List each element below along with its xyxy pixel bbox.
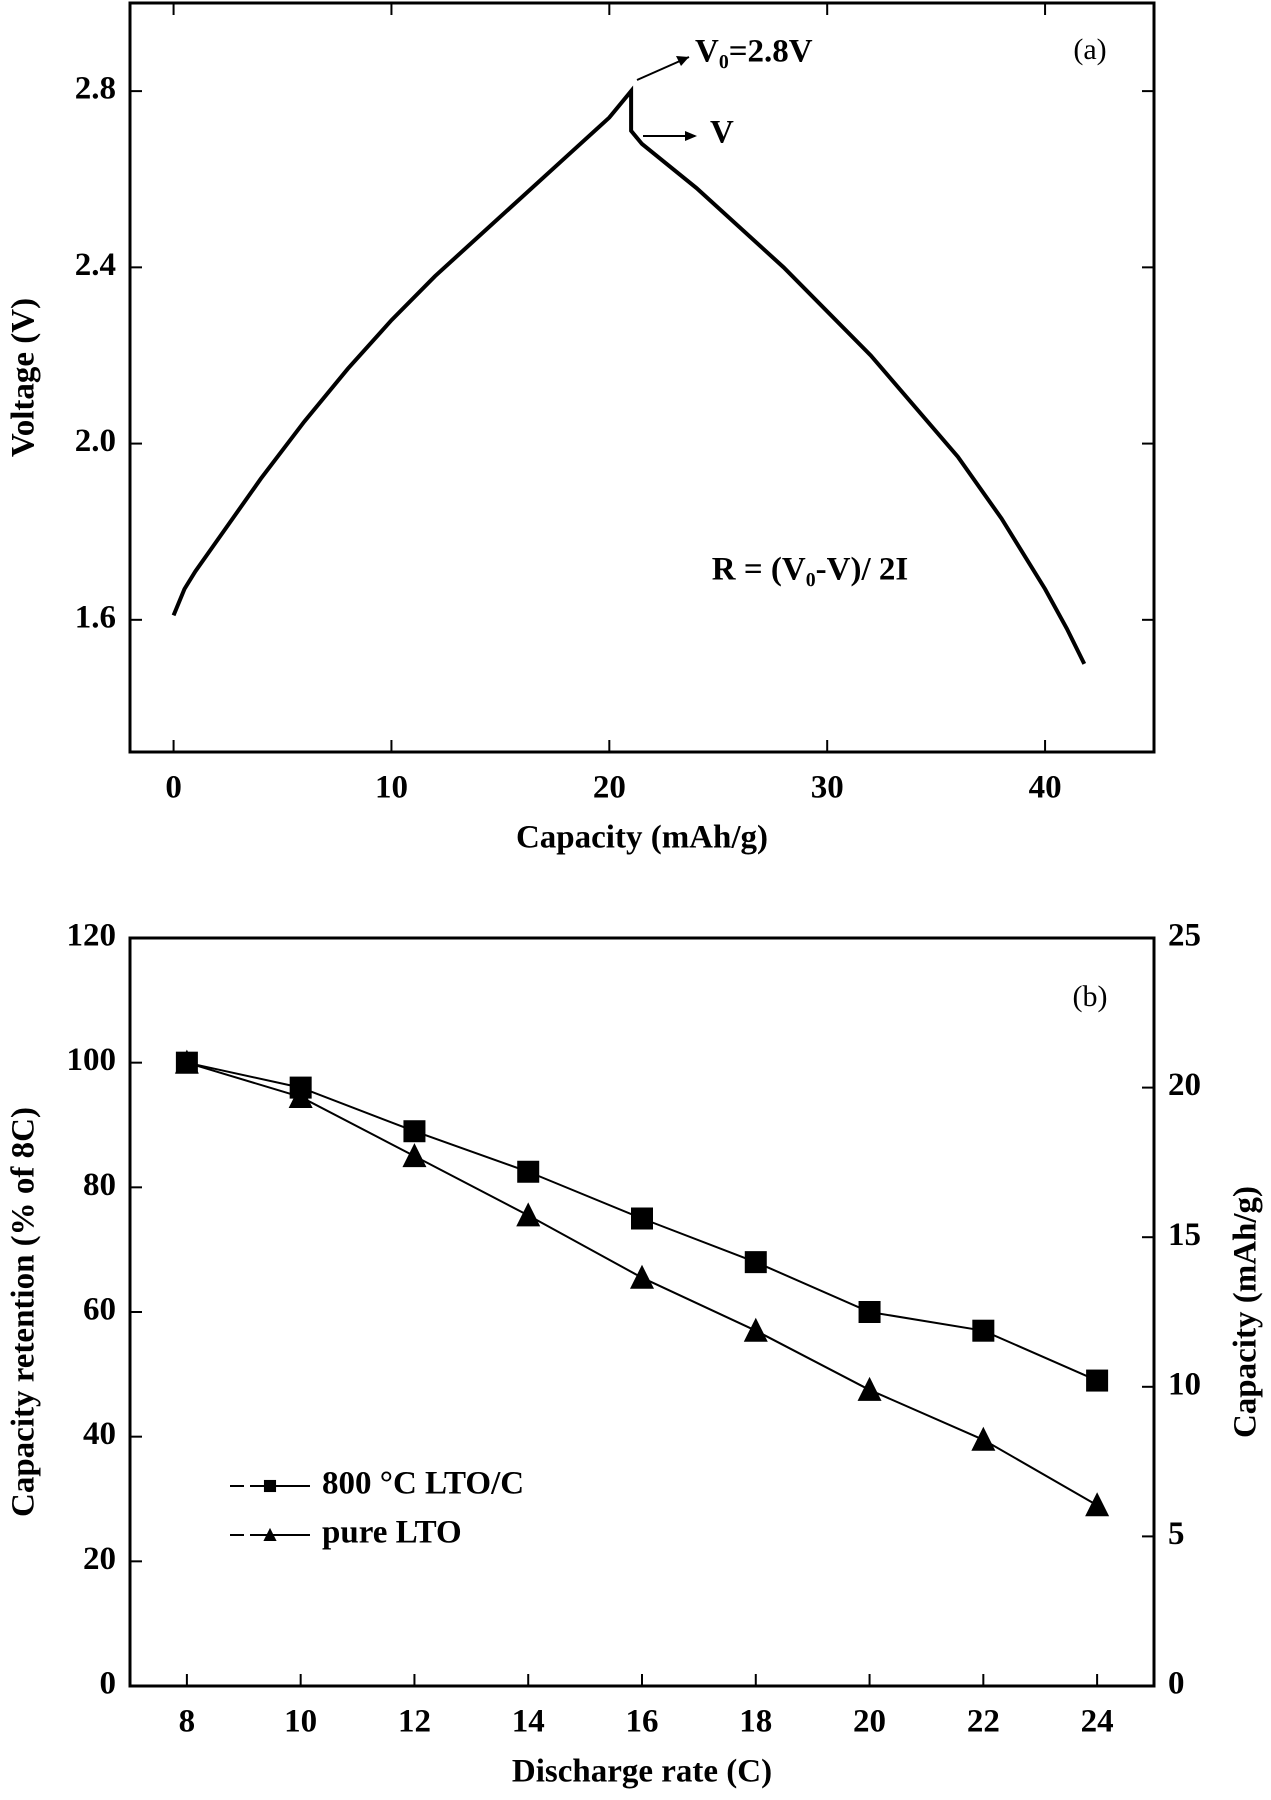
marker: [857, 1376, 882, 1401]
y-axis-title: Voltage (V): [6, 298, 42, 457]
plot-frame: [128, 936, 1156, 1688]
marker: [971, 1426, 996, 1451]
marker: [858, 1301, 881, 1323]
y-tick-label: 80: [83, 1167, 116, 1203]
marker: [403, 1120, 426, 1143]
x-tick-label: 40: [1029, 770, 1062, 806]
marker: [972, 1319, 995, 1342]
y2-tick-label: 5: [1168, 1516, 1185, 1552]
x-tick-label: 8: [179, 1704, 196, 1740]
marker: [517, 1160, 540, 1183]
y-tick-label: 60: [83, 1292, 116, 1328]
x-tick-label: 12: [398, 1704, 431, 1740]
marker: [631, 1207, 653, 1230]
y2-tick-label: 0: [1168, 1666, 1185, 1702]
legend-marker: [263, 1527, 277, 1542]
marker: [1086, 1369, 1109, 1392]
marker: [402, 1143, 427, 1168]
y2-tick-label: 15: [1168, 1217, 1201, 1253]
y-tick-label: 2.0: [75, 423, 116, 459]
y-axis-title: Capacity retention (% of 8C): [6, 1107, 42, 1517]
legend-label: 800 °C LTO/C: [322, 1466, 524, 1502]
y2-tick-label: 20: [1168, 1067, 1201, 1103]
y-tick-label: 1.6: [75, 599, 116, 635]
annotation: V: [710, 115, 734, 151]
x-axis-title: Capacity (mAh/g): [516, 820, 768, 856]
plot-frame: [128, 1, 1156, 754]
x-tick-label: 22: [967, 1704, 1000, 1740]
x-tick-label: 14: [512, 1704, 545, 1740]
series-line: [171, 85, 1087, 665]
y-tick-label: 40: [83, 1416, 116, 1452]
x-tick-label: 10: [284, 1704, 317, 1740]
marker: [744, 1251, 767, 1274]
marker: [288, 1083, 313, 1108]
panel-label: (b): [1073, 980, 1108, 1013]
y2-tick-label: 25: [1168, 918, 1201, 954]
marker: [1085, 1492, 1110, 1517]
x-tick-label: 30: [811, 770, 844, 806]
annotation: V₀=2.8V: [695, 34, 813, 70]
x-tick-label: 0: [165, 770, 182, 806]
x-tick-label: 10: [375, 770, 408, 806]
annotation: R = (V₀-V)/ 2I: [712, 552, 908, 588]
y2-axis-title: Capacity (mAh/g): [1228, 1186, 1264, 1438]
arrow-head: [676, 56, 689, 66]
y-tick-label: 2.4: [75, 247, 116, 283]
marker: [174, 1049, 199, 1074]
x-tick-label: 24: [1081, 1704, 1114, 1740]
y-tick-label: 100: [67, 1042, 117, 1078]
marker: [743, 1317, 768, 1342]
x-tick-label: 18: [739, 1704, 772, 1740]
x-tick-label: 16: [626, 1704, 659, 1740]
y-tick-label: 20: [83, 1541, 116, 1577]
x-tick-label: 20: [853, 1704, 886, 1740]
y-tick-label: 2.8: [75, 71, 116, 107]
y-tick-label: 120: [67, 918, 117, 954]
legend-marker: [263, 1479, 277, 1493]
arrow-head: [685, 131, 697, 141]
x-axis-title: Discharge rate (C): [512, 1754, 772, 1790]
legend-label: pure LTO: [322, 1515, 462, 1551]
y-tick-label: 0: [100, 1666, 117, 1702]
marker: [630, 1264, 654, 1289]
panel-label: (a): [1073, 33, 1106, 66]
marker: [516, 1202, 541, 1227]
y2-tick-label: 10: [1168, 1366, 1201, 1402]
x-tick-label: 20: [593, 770, 626, 806]
